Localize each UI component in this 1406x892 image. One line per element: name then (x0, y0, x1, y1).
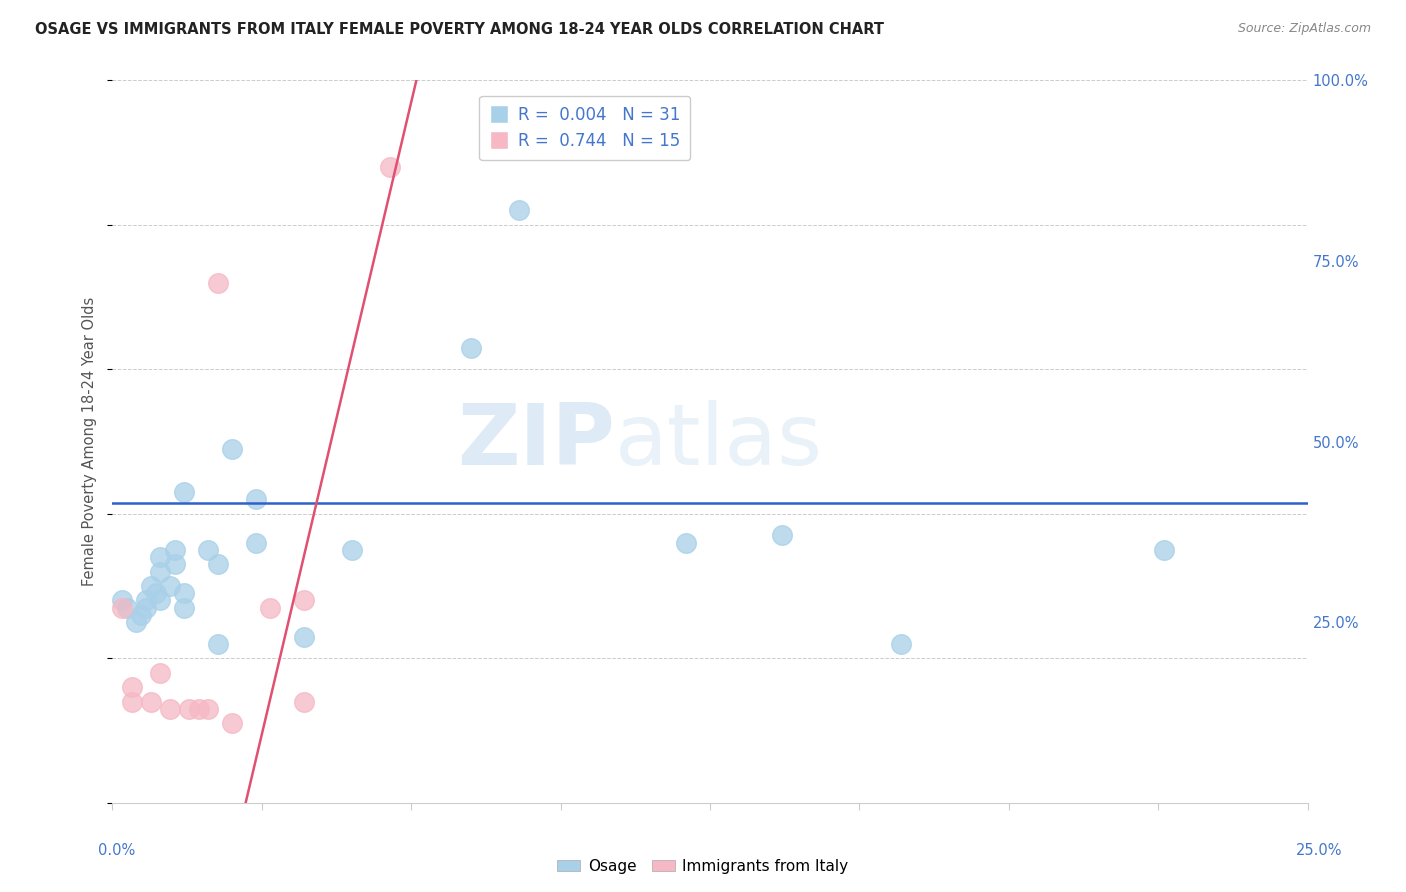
Point (149, 593, 172, 607)
Point (675, 535, 697, 549)
Point (173, 586, 195, 600)
Point (890, 637, 912, 651)
Text: 0.0%: 0.0% (98, 843, 135, 858)
Point (159, 702, 181, 716)
Text: atlas: atlas (614, 400, 823, 483)
Text: 25.0%: 25.0% (1296, 843, 1343, 858)
Point (149, 665, 172, 680)
Point (460, 341, 482, 355)
Y-axis label: Female Poverty Among 18-24 Year Olds: Female Poverty Among 18-24 Year Olds (82, 297, 97, 586)
Legend: R =  0.004   N = 31, R =  0.744   N = 15: R = 0.004 N = 31, R = 0.744 N = 15 (479, 95, 690, 161)
Point (139, 579, 162, 593)
Point (245, 535, 267, 549)
Point (163, 558, 186, 572)
Point (207, 558, 229, 572)
Point (173, 600, 195, 615)
Legend: Osage, Immigrants from Italy: Osage, Immigrants from Italy (551, 853, 855, 880)
Point (221, 442, 243, 456)
Point (111, 593, 134, 607)
Point (159, 579, 181, 593)
Point (115, 600, 138, 615)
Point (292, 593, 315, 607)
Point (173, 485, 195, 500)
Point (135, 600, 157, 615)
Point (221, 716, 243, 731)
Point (378, 160, 401, 174)
Point (292, 630, 315, 644)
Point (1153, 542, 1175, 557)
Point (149, 565, 172, 579)
Point (121, 695, 143, 709)
Text: ZIP: ZIP (457, 400, 614, 483)
Point (149, 550, 172, 565)
Point (259, 600, 281, 615)
Point (129, 607, 152, 622)
Point (111, 600, 134, 615)
Text: OSAGE VS IMMIGRANTS FROM ITALY FEMALE POVERTY AMONG 18-24 YEAR OLDS CORRELATION : OSAGE VS IMMIGRANTS FROM ITALY FEMALE PO… (35, 22, 884, 37)
Point (245, 492, 267, 507)
Point (197, 542, 219, 557)
Text: Source: ZipAtlas.com: Source: ZipAtlas.com (1237, 22, 1371, 36)
Point (197, 702, 219, 716)
Point (163, 542, 186, 557)
Point (207, 276, 229, 290)
Point (145, 586, 167, 600)
Point (292, 695, 315, 709)
Point (177, 702, 200, 716)
Point (135, 593, 157, 607)
Point (139, 695, 162, 709)
Point (340, 542, 363, 557)
Point (508, 203, 530, 218)
Point (125, 615, 148, 630)
Point (770, 528, 793, 542)
Point (207, 637, 229, 651)
Point (187, 702, 209, 716)
Point (121, 680, 143, 694)
